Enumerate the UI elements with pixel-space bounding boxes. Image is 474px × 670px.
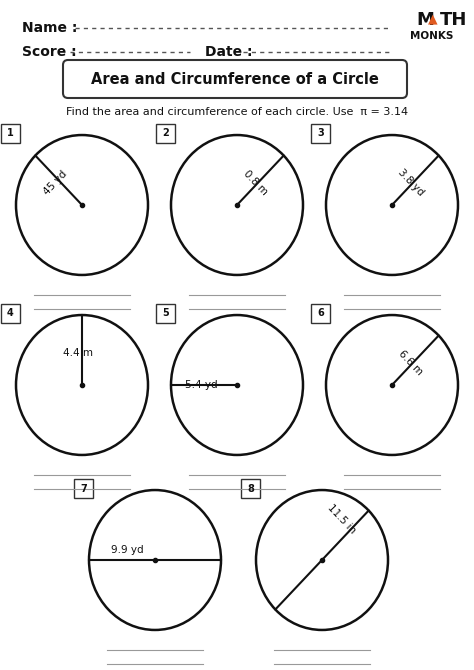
Text: 5: 5 [162,308,169,318]
Text: MONKS: MONKS [410,31,454,41]
FancyBboxPatch shape [1,304,20,323]
Text: 8: 8 [247,484,254,494]
Text: Name :: Name : [22,21,77,35]
Text: Area and Circumference of a Circle: Area and Circumference of a Circle [91,72,379,86]
Text: 1: 1 [7,129,14,139]
Text: 5.4 yd: 5.4 yd [185,380,218,390]
Text: Date :: Date : [205,45,253,59]
Text: M: M [416,11,434,29]
Text: 11.5 in: 11.5 in [326,502,357,535]
Text: 3.8 yd: 3.8 yd [396,168,425,198]
FancyBboxPatch shape [241,479,260,498]
Text: 6: 6 [317,308,324,318]
Text: 2: 2 [162,129,169,139]
Text: ▲: ▲ [428,13,438,25]
Text: 4.4 m: 4.4 m [63,348,93,358]
Text: Score :: Score : [22,45,77,59]
FancyBboxPatch shape [63,60,407,98]
Text: 9.9 yd: 9.9 yd [111,545,144,555]
FancyBboxPatch shape [156,124,175,143]
FancyBboxPatch shape [74,479,93,498]
FancyBboxPatch shape [311,124,330,143]
Text: TH: TH [440,11,467,29]
Text: Find the area and circumference of each circle. Use  π = 3.14: Find the area and circumference of each … [66,107,408,117]
FancyBboxPatch shape [156,304,175,323]
Text: 0.8 m: 0.8 m [242,168,269,197]
FancyBboxPatch shape [1,124,20,143]
Text: 4: 4 [7,308,14,318]
Text: 3: 3 [317,129,324,139]
Text: 6.6 m: 6.6 m [396,348,424,377]
FancyBboxPatch shape [311,304,330,323]
Text: 45 yd: 45 yd [42,169,69,197]
Text: 7: 7 [80,484,87,494]
